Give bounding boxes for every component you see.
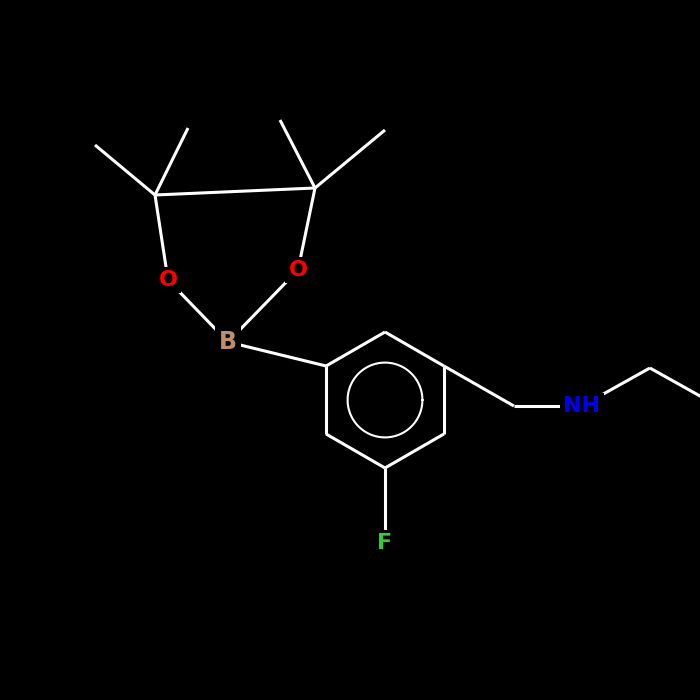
Text: B: B xyxy=(219,330,237,354)
Text: NH: NH xyxy=(564,396,601,416)
Text: F: F xyxy=(377,533,393,553)
Text: O: O xyxy=(158,270,178,290)
Text: O: O xyxy=(288,260,307,280)
